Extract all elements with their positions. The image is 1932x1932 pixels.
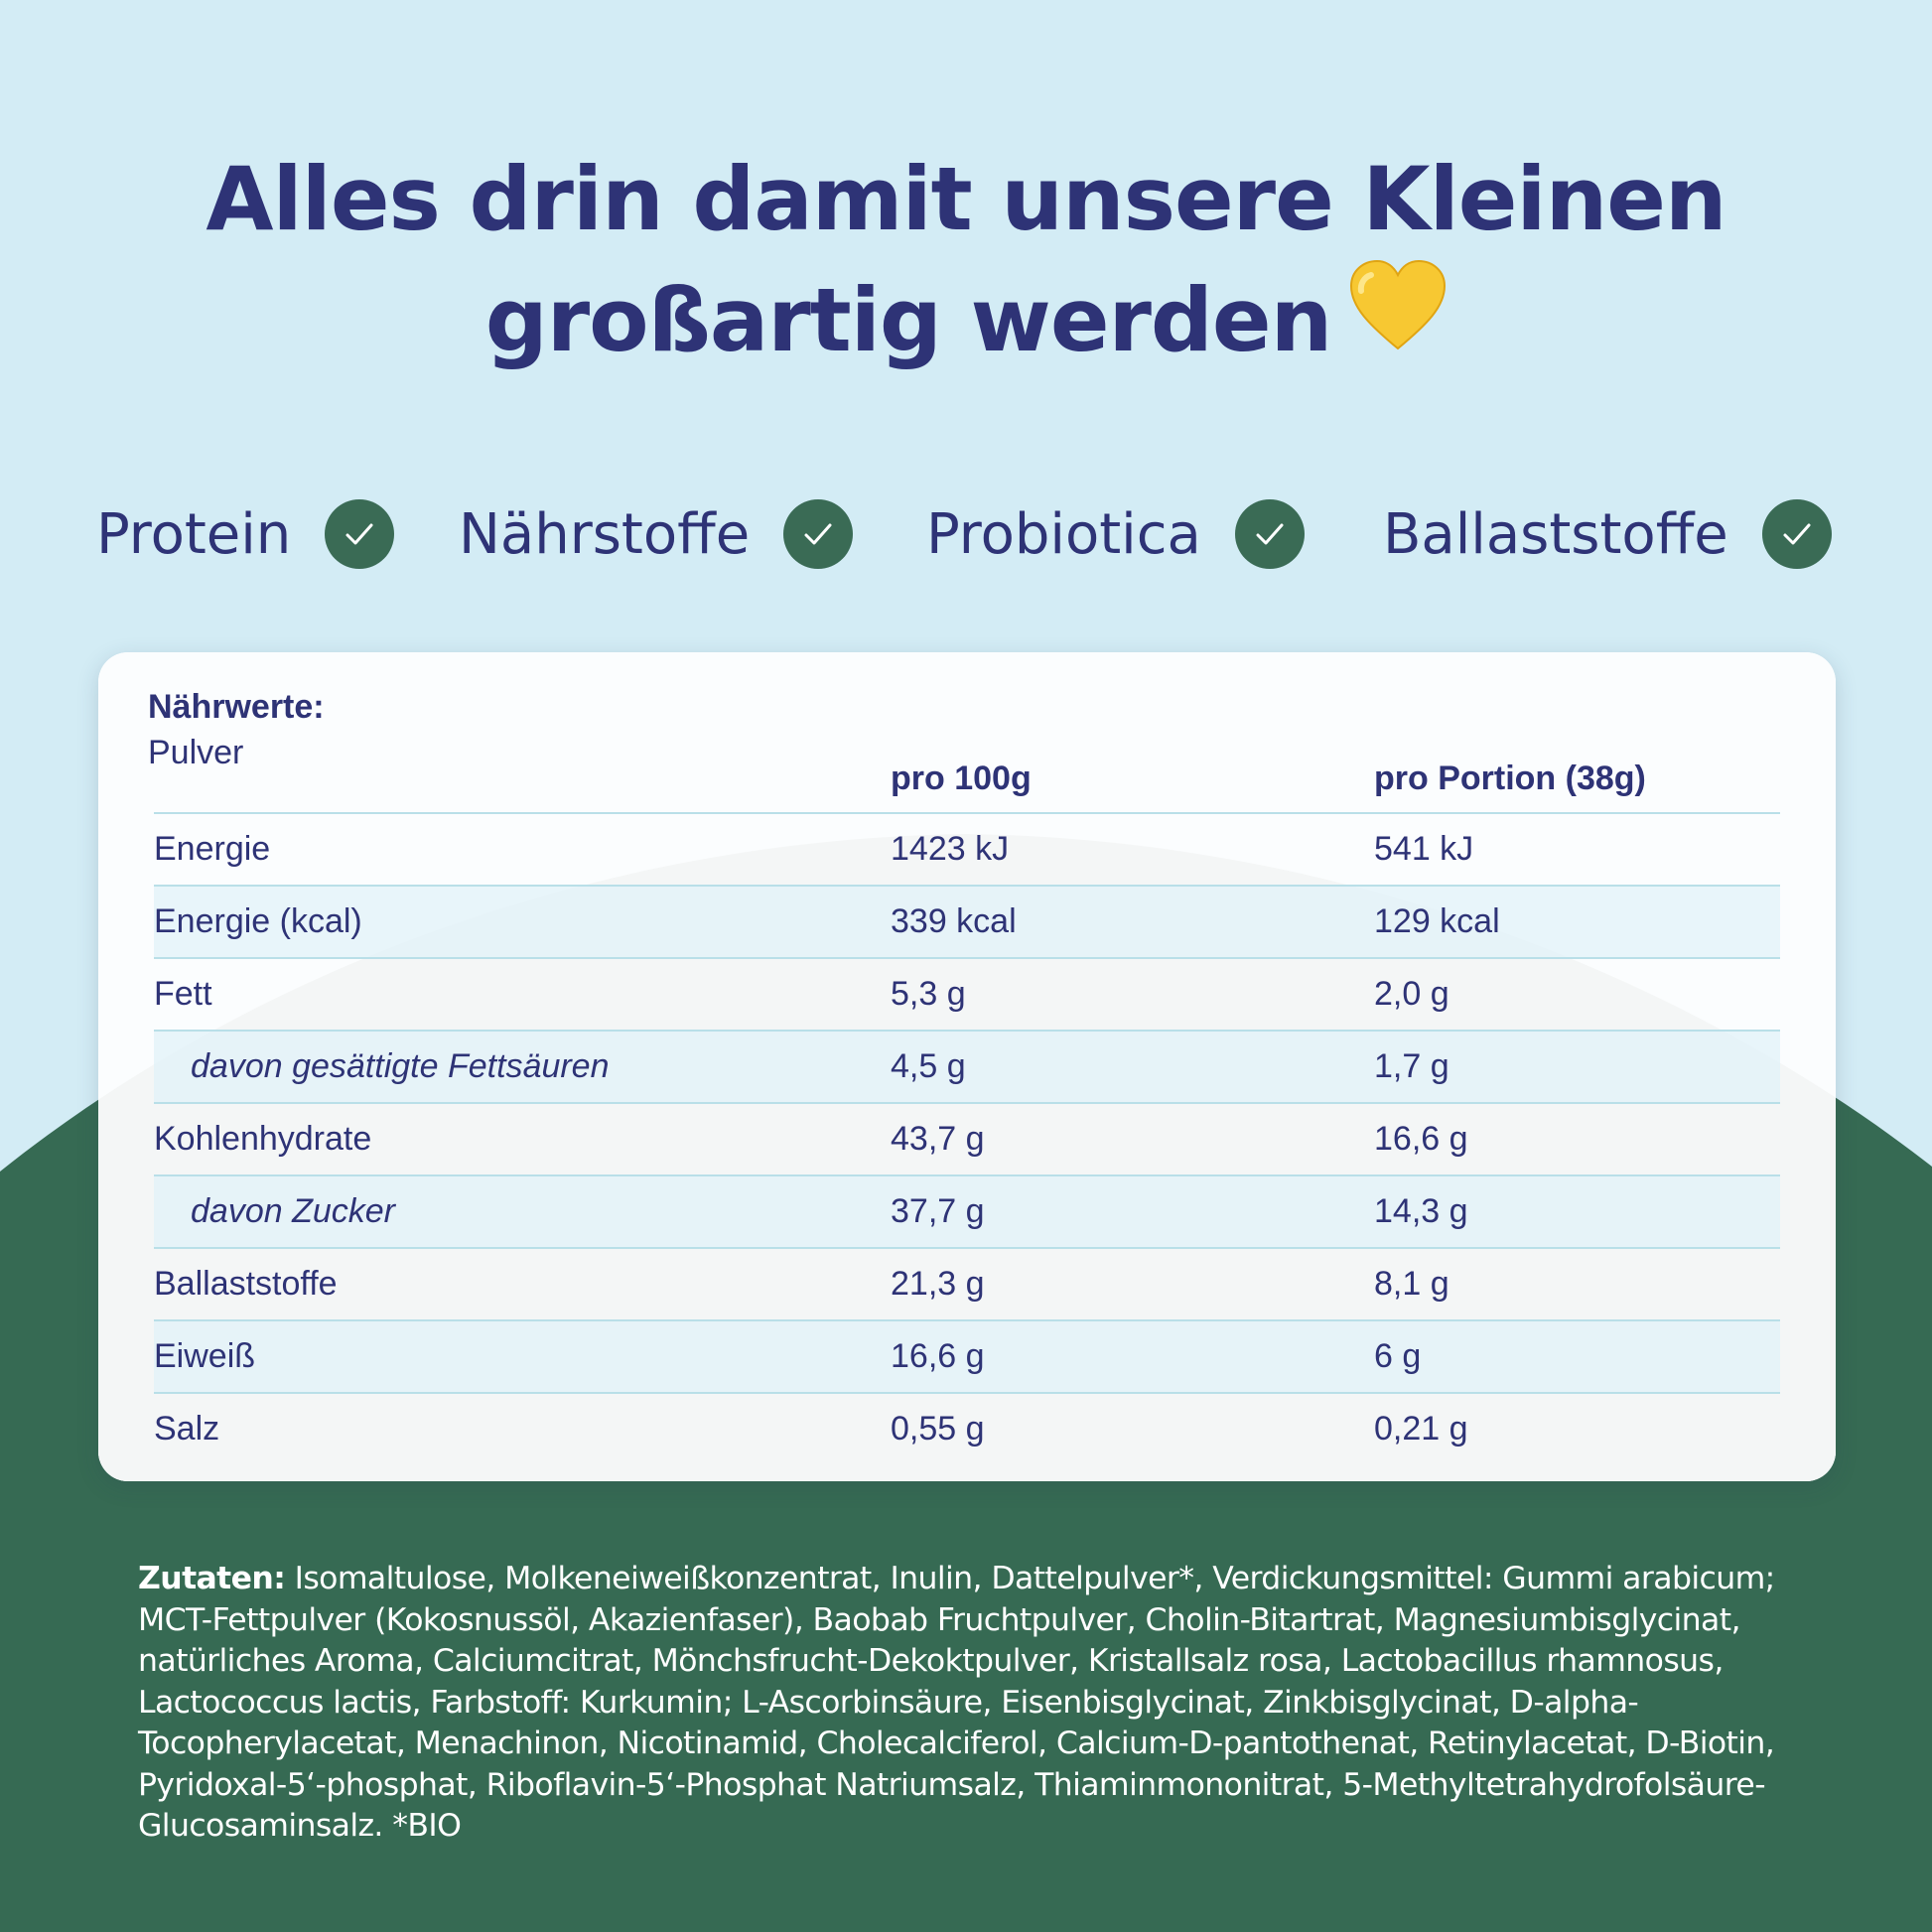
value-per-portion: 2,0 g bbox=[1374, 975, 1449, 1013]
table-row: davon gesättigte Fettsäuren 4,5 g 1,7 g bbox=[154, 1030, 1780, 1102]
ingredients-label: Zutaten: bbox=[138, 1561, 286, 1596]
nutrient-name: Energie bbox=[154, 830, 271, 868]
value-per-portion: 129 kcal bbox=[1374, 902, 1500, 940]
value-per-portion: 16,6 g bbox=[1374, 1120, 1468, 1158]
value-per-100g: 16,6 g bbox=[891, 1337, 985, 1375]
feature-naehrstoffe: Nährstoffe bbox=[459, 494, 854, 574]
yellow-heart-icon bbox=[1349, 259, 1447, 381]
nutrient-name: davon gesättigte Fettsäuren bbox=[191, 1047, 610, 1085]
headline: Alles drin damit unsere Kleinen großarti… bbox=[0, 139, 1932, 381]
table-row: davon Zucker 37,7 g 14,3 g bbox=[154, 1174, 1780, 1247]
nutrition-subtitle: Pulver bbox=[148, 734, 244, 771]
value-per-portion: 6 g bbox=[1374, 1337, 1422, 1375]
nutrition-table: Energie 1423 kJ 541 kJ Energie (kcal) 33… bbox=[154, 812, 1780, 1464]
feature-list: Protein Nährstoffe Probiotica Ballaststo… bbox=[0, 494, 1932, 574]
value-per-portion: 1,7 g bbox=[1374, 1047, 1449, 1085]
check-icon bbox=[783, 499, 854, 569]
feature-label: Nährstoffe bbox=[459, 501, 751, 567]
value-per-100g: 339 kcal bbox=[891, 902, 1017, 940]
value-per-100g: 21,3 g bbox=[891, 1265, 985, 1303]
value-per-portion: 0,21 g bbox=[1374, 1410, 1468, 1448]
nutrient-name: Fett bbox=[154, 975, 212, 1013]
check-icon bbox=[1234, 499, 1305, 569]
feature-label: Ballaststoffe bbox=[1383, 501, 1728, 567]
value-per-100g: 1423 kJ bbox=[891, 830, 1010, 868]
table-row: Kohlenhydrate 43,7 g 16,6 g bbox=[154, 1102, 1780, 1174]
nutrient-name: Salz bbox=[154, 1410, 220, 1448]
nutrient-name: Ballaststoffe bbox=[154, 1265, 338, 1303]
table-row: Ballaststoffe 21,3 g 8,1 g bbox=[154, 1247, 1780, 1319]
ingredients-text: Zutaten: Isomaltulose, Molkeneiweißkonze… bbox=[138, 1559, 1826, 1848]
feature-probiotica: Probiotica bbox=[926, 494, 1305, 574]
nutrient-name: Eiweiß bbox=[154, 1337, 256, 1375]
headline-line-2: großartig werden bbox=[0, 259, 1932, 381]
check-icon bbox=[1761, 499, 1832, 569]
feature-label: Protein bbox=[96, 501, 292, 567]
headline-line-1: Alles drin damit unsere Kleinen bbox=[206, 148, 1726, 250]
value-per-100g: 43,7 g bbox=[891, 1120, 985, 1158]
ingredients-list: Isomaltulose, Molkeneiweißkonzentrat, In… bbox=[138, 1561, 1775, 1844]
nutrient-name: davon Zucker bbox=[191, 1192, 395, 1230]
table-row: Energie 1423 kJ 541 kJ bbox=[154, 812, 1780, 885]
table-row: Fett 5,3 g 2,0 g bbox=[154, 957, 1780, 1030]
value-per-portion: 14,3 g bbox=[1374, 1192, 1468, 1230]
table-row: Salz 0,55 g 0,21 g bbox=[154, 1392, 1780, 1464]
check-icon bbox=[325, 499, 395, 569]
column-header-per-portion: pro Portion (38g) bbox=[1374, 759, 1646, 797]
value-per-100g: 37,7 g bbox=[891, 1192, 985, 1230]
table-row: Eiweiß 16,6 g 6 g bbox=[154, 1319, 1780, 1392]
headline-line-2-text: großartig werden bbox=[484, 269, 1332, 371]
value-per-100g: 4,5 g bbox=[891, 1047, 966, 1085]
nutrient-name: Kohlenhydrate bbox=[154, 1120, 372, 1158]
value-per-100g: 5,3 g bbox=[891, 975, 966, 1013]
nutrient-name: Energie (kcal) bbox=[154, 902, 362, 940]
value-per-portion: 541 kJ bbox=[1374, 830, 1474, 868]
value-per-100g: 0,55 g bbox=[891, 1410, 985, 1448]
nutrition-card: Nährwerte: Pulver pro 100g pro Portion (… bbox=[98, 652, 1836, 1481]
table-row: Energie (kcal) 339 kcal 129 kcal bbox=[154, 885, 1780, 957]
feature-ballaststoffe: Ballaststoffe bbox=[1383, 494, 1832, 574]
feature-label: Probiotica bbox=[926, 501, 1201, 567]
value-per-portion: 8,1 g bbox=[1374, 1265, 1449, 1303]
feature-protein: Protein bbox=[96, 494, 395, 574]
nutrition-title: Nährwerte: bbox=[148, 688, 325, 726]
column-header-per-100g: pro 100g bbox=[891, 759, 1032, 797]
